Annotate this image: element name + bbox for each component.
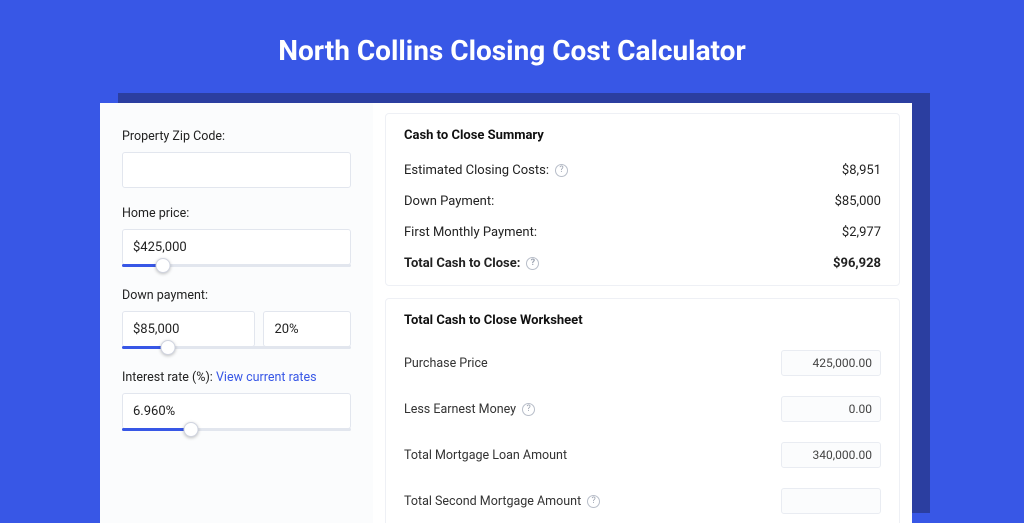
calculator-container: Property Zip Code: Home price: $425,000 …: [100, 103, 912, 523]
down-payment-slider[interactable]: [122, 346, 351, 352]
summary-row-label: Estimated Closing Costs:: [404, 163, 549, 178]
worksheet-title: Total Cash to Close Worksheet: [404, 313, 881, 328]
worksheet-row-value[interactable]: [781, 488, 881, 514]
results-panel: Cash to Close Summary Estimated Closing …: [373, 103, 912, 523]
slider-fill: [122, 428, 191, 431]
home-price-input[interactable]: $425,000: [122, 229, 351, 265]
interest-rate-input[interactable]: 6.960%: [122, 393, 351, 429]
worksheet-row-label: Total Mortgage Loan Amount: [404, 448, 567, 463]
summary-total-row: Total Cash to Close: ? $96,928: [404, 248, 881, 279]
down-payment-field: Down payment: $85,000 20%: [122, 288, 351, 352]
worksheet-row: Less Earnest Money ? 0.00: [404, 386, 881, 432]
worksheet-card: Total Cash to Close Worksheet Purchase P…: [385, 298, 900, 523]
worksheet-row-label: Purchase Price: [404, 356, 488, 371]
summary-total-label: Total Cash to Close:: [404, 256, 520, 271]
view-rates-link[interactable]: View current rates: [216, 370, 317, 385]
summary-row: Estimated Closing Costs: ? $8,951: [404, 155, 881, 186]
zip-label: Property Zip Code:: [122, 129, 351, 144]
interest-rate-label: Interest rate (%): View current rates: [122, 370, 351, 385]
slider-thumb[interactable]: [156, 258, 171, 273]
worksheet-row-label: Less Earnest Money: [404, 402, 516, 417]
summary-card: Cash to Close Summary Estimated Closing …: [385, 113, 900, 286]
slider-thumb[interactable]: [160, 340, 175, 355]
summary-title: Cash to Close Summary: [404, 128, 881, 143]
help-icon[interactable]: ?: [526, 257, 539, 270]
input-panel: Property Zip Code: Home price: $425,000 …: [100, 103, 373, 523]
worksheet-row: Purchase Price 425,000.00: [404, 340, 881, 386]
home-price-field: Home price: $425,000: [122, 206, 351, 270]
worksheet-row: Total Mortgage Loan Amount 340,000.00: [404, 432, 881, 478]
interest-rate-label-text: Interest rate (%):: [122, 370, 213, 385]
page-title: North Collins Closing Cost Calculator: [0, 0, 1024, 93]
summary-total-value: $96,928: [833, 256, 881, 271]
worksheet-row: Total Second Mortgage Amount ?: [404, 478, 881, 523]
summary-row-value: $85,000: [835, 194, 881, 209]
calculator-shadow: Property Zip Code: Home price: $425,000 …: [118, 93, 930, 513]
worksheet-row-label: Total Second Mortgage Amount: [404, 494, 581, 509]
home-price-slider[interactable]: [122, 264, 351, 270]
down-payment-label: Down payment:: [122, 288, 351, 303]
summary-row: First Monthly Payment: $2,977: [404, 217, 881, 248]
zip-input[interactable]: [122, 152, 351, 188]
home-price-label: Home price:: [122, 206, 351, 221]
help-icon[interactable]: ?: [587, 495, 600, 508]
zip-field: Property Zip Code:: [122, 129, 351, 188]
summary-row-value: $8,951: [842, 163, 881, 178]
worksheet-row-value[interactable]: 425,000.00: [781, 350, 881, 376]
slider-thumb[interactable]: [183, 422, 198, 437]
down-payment-input[interactable]: $85,000: [122, 311, 255, 347]
worksheet-row-value[interactable]: 340,000.00: [781, 442, 881, 468]
interest-rate-field: Interest rate (%): View current rates 6.…: [122, 370, 351, 434]
summary-row-label: Down Payment:: [404, 194, 494, 209]
down-payment-pct-input[interactable]: 20%: [263, 311, 351, 347]
summary-row-value: $2,977: [842, 225, 881, 240]
help-icon[interactable]: ?: [555, 164, 568, 177]
interest-rate-slider[interactable]: [122, 428, 351, 434]
worksheet-row-value[interactable]: 0.00: [781, 396, 881, 422]
help-icon[interactable]: ?: [522, 403, 535, 416]
summary-row: Down Payment: $85,000: [404, 186, 881, 217]
summary-row-label: First Monthly Payment:: [404, 225, 537, 240]
